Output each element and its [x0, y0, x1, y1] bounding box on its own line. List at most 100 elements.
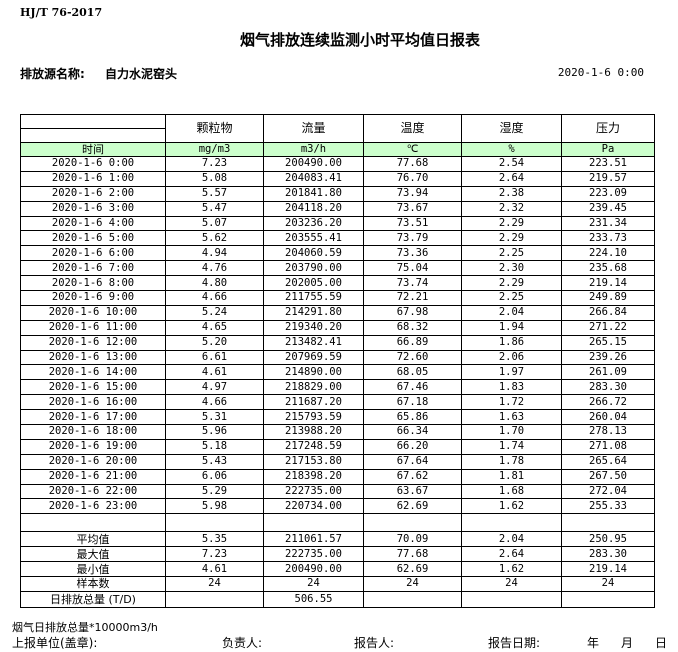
value-cell: 72.60	[363, 349, 462, 366]
column-header: 湿度	[461, 114, 562, 143]
table-row: 2020-1-6 2:00 5.57 201841.80 73.94 2.38 223.0…	[20, 185, 655, 202]
value-cell: 62.69	[363, 498, 462, 515]
value-cell: 66.34	[363, 424, 462, 440]
value-cell: 5.31	[165, 409, 264, 426]
value-cell	[363, 513, 462, 533]
table-row: 2020-1-6 16:00 4.66 211687.20 67.18 1.72 266.…	[20, 394, 655, 411]
row-label	[20, 513, 166, 533]
table-row: 2020-1-6 20:00 5.43 217153.80 67.64 1.78 265.…	[20, 453, 655, 470]
column-header: 颗粒物	[165, 114, 264, 143]
value-cell: 265.64	[561, 453, 655, 470]
row-label: 日排放总量 (T/D)	[20, 590, 166, 608]
value-cell: 7.23	[165, 546, 264, 563]
row-label: 2020-1-6 18:00	[20, 424, 166, 440]
value-cell: 207969.59	[263, 349, 364, 366]
value-cell: 67.64	[363, 453, 462, 470]
value-cell: 219.14	[561, 561, 655, 578]
table-row: 2020-1-6 13:00 6.61 207969.59 72.60 2.06 239.…	[20, 349, 655, 366]
table-row: 2020-1-6 23:00 5.98 220734.00 62.69 1.62 255.…	[20, 498, 655, 515]
page-title: 烟气排放连续监测小时平均值日报表	[239, 31, 480, 49]
stats-row: 样本数 24 24 24 24 24	[20, 576, 655, 592]
value-cell: 1.74	[461, 438, 562, 455]
column-header: 温度	[363, 114, 462, 143]
row-label: 2020-1-6 1:00	[20, 170, 166, 187]
value-cell: 24	[561, 576, 655, 592]
value-cell: 220734.00	[263, 498, 364, 515]
value-cell: 265.15	[561, 334, 655, 351]
value-cell: 73.36	[363, 245, 462, 262]
row-label: 2020-1-6 8:00	[20, 275, 166, 292]
value-cell: 2.64	[461, 546, 562, 563]
value-cell: 24	[461, 576, 562, 592]
table-row: 2020-1-6 3:00 5.47 204118.20 73.67 2.32 239.4…	[20, 200, 655, 217]
value-cell: 211061.57	[263, 531, 364, 548]
value-cell: 204083.41	[263, 170, 364, 187]
value-cell: 77.68	[363, 156, 462, 172]
value-cell: 2.38	[461, 185, 562, 202]
table-row: 2020-1-6 22:00 5.29 222735.00 63.67 1.68 272.…	[20, 483, 655, 500]
value-cell: 255.33	[561, 498, 655, 515]
value-cell: 24	[263, 576, 364, 592]
value-cell: 5.35	[165, 531, 264, 548]
table-row: 2020-1-6 15:00 4.97 218829.00 67.46 1.83 283.…	[20, 379, 655, 396]
unit-cell: %	[461, 142, 562, 157]
value-cell: 283.30	[561, 379, 655, 396]
value-cell: 2.25	[461, 245, 562, 262]
value-cell: 65.86	[363, 409, 462, 426]
value-cell: 217153.80	[263, 453, 364, 470]
value-cell	[165, 590, 264, 608]
row-label: 2020-1-6 6:00	[20, 245, 166, 262]
value-cell: 5.18	[165, 438, 264, 455]
value-cell: 70.09	[363, 531, 462, 548]
value-cell: 204118.20	[263, 200, 364, 217]
value-cell: 2.54	[461, 156, 562, 172]
value-cell: 24	[363, 576, 462, 592]
row-label: 2020-1-6 7:00	[20, 260, 166, 277]
value-cell: 73.67	[363, 200, 462, 217]
row-label: 2020-1-6 11:00	[20, 319, 166, 336]
value-cell: 1.81	[461, 468, 562, 485]
source-label: 排放源名称:	[20, 67, 85, 81]
row-label: 2020-1-6 12:00	[20, 334, 166, 351]
value-cell: 5.47	[165, 200, 264, 217]
value-cell: 4.66	[165, 290, 264, 306]
value-cell: 4.80	[165, 275, 264, 292]
value-cell: 1.63	[461, 409, 562, 426]
value-cell: 5.43	[165, 453, 264, 470]
value-cell: 2.29	[461, 275, 562, 292]
value-cell: 5.24	[165, 304, 264, 321]
standard-code: HJ/T 76-2017	[20, 6, 103, 19]
value-cell	[263, 513, 364, 533]
value-cell: 266.84	[561, 304, 655, 321]
value-cell: 5.57	[165, 185, 264, 202]
value-cell: 5.08	[165, 170, 264, 187]
value-cell: 203790.00	[263, 260, 364, 277]
value-cell: 200490.00	[263, 561, 364, 578]
report-table: 颗粒物 流量 温度 湿度 压力 时间 mg/m3 m3/h ℃ % Pa 202…	[20, 114, 655, 608]
table-row: 2020-1-6 14:00 4.61 214890.00 68.05 1.97 261.…	[20, 364, 655, 381]
value-cell: 211687.20	[263, 394, 364, 411]
value-cell: 67.18	[363, 394, 462, 411]
value-cell	[461, 590, 562, 608]
value-cell: 202005.00	[263, 275, 364, 292]
value-cell: 1.78	[461, 453, 562, 470]
value-cell: 68.32	[363, 319, 462, 336]
value-cell: 218829.00	[263, 379, 364, 396]
value-cell: 200490.00	[263, 156, 364, 172]
header-corner-bottom	[20, 128, 166, 143]
column-header: 压力	[561, 114, 655, 143]
value-cell: 2.04	[461, 304, 562, 321]
value-cell: 2.04	[461, 531, 562, 548]
value-cell: 2.25	[461, 290, 562, 306]
row-label: 2020-1-6 19:00	[20, 438, 166, 455]
stats-row: 最小值 4.61 200490.00 62.69 1.62 219.14	[20, 561, 655, 578]
value-cell: 283.30	[561, 546, 655, 563]
value-cell: 272.04	[561, 483, 655, 500]
table-row: 2020-1-6 18:00 5.96 213988.20 66.34 1.70 278.…	[20, 424, 655, 440]
row-label: 2020-1-6 15:00	[20, 379, 166, 396]
row-label: 样本数	[20, 576, 166, 592]
unit-cell: mg/m3	[165, 142, 264, 157]
value-cell: 2.29	[461, 230, 562, 247]
table-row: 2020-1-6 12:00 5.20 213482.41 66.89 1.86 265.…	[20, 334, 655, 351]
total-row: 日排放总量 (T/D) 506.55	[20, 590, 655, 608]
